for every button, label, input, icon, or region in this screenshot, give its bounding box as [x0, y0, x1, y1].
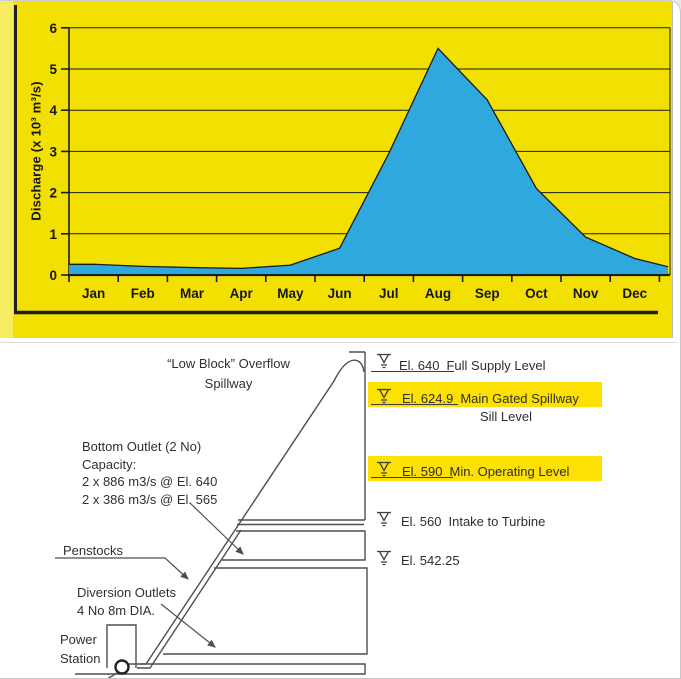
power-station-label: Power Station: [60, 632, 101, 666]
spillway-pier-and-base-lines: [237, 351, 366, 526]
discharge-curve: [69, 47, 669, 270]
level-row-624: El. 624.9 Main Gated Spillway: [402, 391, 579, 406]
dam-structure-drawing: [55, 351, 368, 678]
y-tick-label: 5: [49, 62, 57, 77]
y-tick-label: 6: [49, 21, 57, 36]
highlight-band-min-operating: [368, 456, 602, 481]
underline: [371, 404, 458, 406]
month-label: Mar: [180, 286, 205, 301]
month-label: Nov: [573, 286, 599, 301]
month-label: Jul: [379, 286, 399, 301]
water-level-icon: [377, 550, 391, 566]
discharge-area-chart: 0 1 2 3 4 5 6 Jan Feb Mar Apr May Jun Jul Aug Sep Oct Nov…: [14, 5, 671, 315]
tailrace-line: [107, 672, 118, 678]
bottom-outlet-label: Bottom Outlet (2 No) Capacity: 2 x 886 m3/…: [82, 439, 218, 507]
y-tick-label: 4: [49, 103, 57, 118]
underline: [371, 477, 453, 479]
bottom-outlet-conduit: [222, 530, 366, 561]
dam-diagram-panel: “Low Block” Overflow Spillway Bottom Outl…: [0, 338, 680, 678]
level-row-590: El. 590 Min. Operating Level: [402, 464, 569, 479]
month-label: May: [277, 286, 304, 301]
elevation-value: El. 624.9: [402, 391, 454, 406]
turbine-unit-circle: [114, 659, 130, 675]
elevation-value: El. 542.25: [401, 553, 460, 568]
spillway-label: “Low Block” Overflow Spillway: [146, 354, 311, 394]
upstream-face-inner-line: [137, 529, 242, 669]
discharge-area: [69, 48, 668, 275]
bottom-outlet-arrow: [189, 502, 244, 555]
level-row-542: El. 542.25: [401, 553, 467, 568]
elevation-desc: Full Supply Level: [446, 358, 546, 373]
underline: [371, 371, 454, 373]
elevation-desc: Intake to Turbine: [448, 514, 546, 529]
diversion-conduit: [75, 663, 366, 675]
y-tick-label: 3: [49, 144, 57, 159]
month-label: Oct: [525, 286, 548, 301]
water-level-icon: [377, 353, 391, 369]
water-level-icon: [377, 461, 391, 477]
month-label: Apr: [230, 286, 254, 301]
month-label: Feb: [131, 286, 155, 301]
spillway-label-line1: “Low Block” Overflow: [167, 356, 290, 371]
y-tick-label: 0: [49, 268, 57, 283]
elevation-desc: Min. Operating Level: [449, 464, 570, 479]
power-station-outline: [106, 624, 137, 668]
highlight-band-spillway-sill: [368, 382, 602, 407]
month-label: Aug: [425, 286, 451, 301]
elevation-value: El. 640: [399, 358, 440, 373]
month-label: Jun: [328, 286, 352, 301]
spillway-label-line2: Spillway: [204, 376, 253, 391]
scan-edge-strip: [0, 1, 13, 339]
elevation-desc: Main Gated Spillway: [460, 391, 579, 406]
upstream-face-line: [129, 359, 365, 665]
level-row-560: El. 560 Intake to Turbine: [401, 514, 545, 529]
y-tick-label: 2: [49, 186, 57, 201]
y-axis-title: Discharge (x 10³ m³/s): [28, 81, 44, 221]
chart-right-border: [672, 1, 673, 339]
month-label: Jan: [82, 286, 105, 301]
penstocks-arrow: [55, 557, 189, 580]
diversion-outlets-label: Diversion Outlets 4 No 8m DIA.: [77, 585, 176, 618]
month-label: Sep: [475, 286, 500, 301]
section-divider: [0, 342, 677, 343]
elevation-value: El. 590: [402, 464, 443, 479]
lower-dam-block: [163, 567, 368, 655]
level-row-624-line2: Sill Level: [479, 409, 533, 424]
y-tick-label: 1: [49, 227, 57, 242]
diversion-outlets-arrow: [160, 603, 216, 648]
month-label: Dec: [622, 286, 647, 301]
level-row-640: El. 640 Full Supply Level: [399, 358, 545, 373]
discharge-chart-panel: 0 1 2 3 4 5 6 Jan Feb Mar Apr May Jun Jul Aug Sep Oct Nov…: [0, 1, 673, 339]
water-level-icon: [377, 388, 391, 404]
penstocks-label: Penstocks: [63, 543, 123, 558]
water-level-icon: [377, 511, 391, 527]
elevation-value: El. 560: [401, 514, 442, 529]
